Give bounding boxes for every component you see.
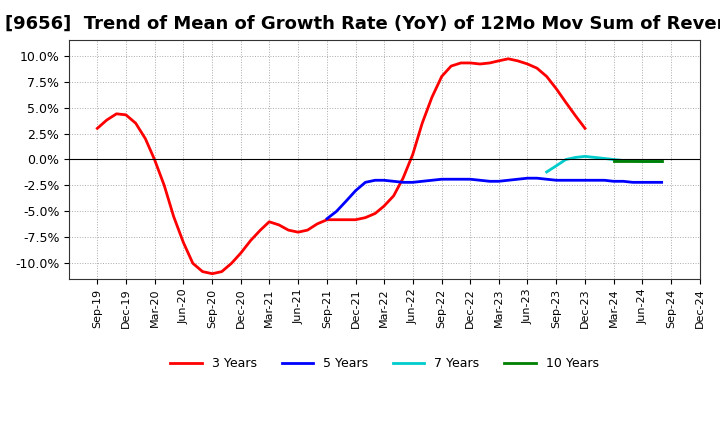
Line: 7 Years: 7 Years (546, 156, 662, 172)
Line: 3 Years: 3 Years (97, 59, 585, 274)
Title: [9656]  Trend of Mean of Growth Rate (YoY) of 12Mo Mov Sum of Revenues: [9656] Trend of Mean of Growth Rate (YoY… (4, 15, 720, 33)
Line: 5 Years: 5 Years (327, 178, 662, 219)
Legend: 3 Years, 5 Years, 7 Years, 10 Years: 3 Years, 5 Years, 7 Years, 10 Years (166, 352, 603, 375)
